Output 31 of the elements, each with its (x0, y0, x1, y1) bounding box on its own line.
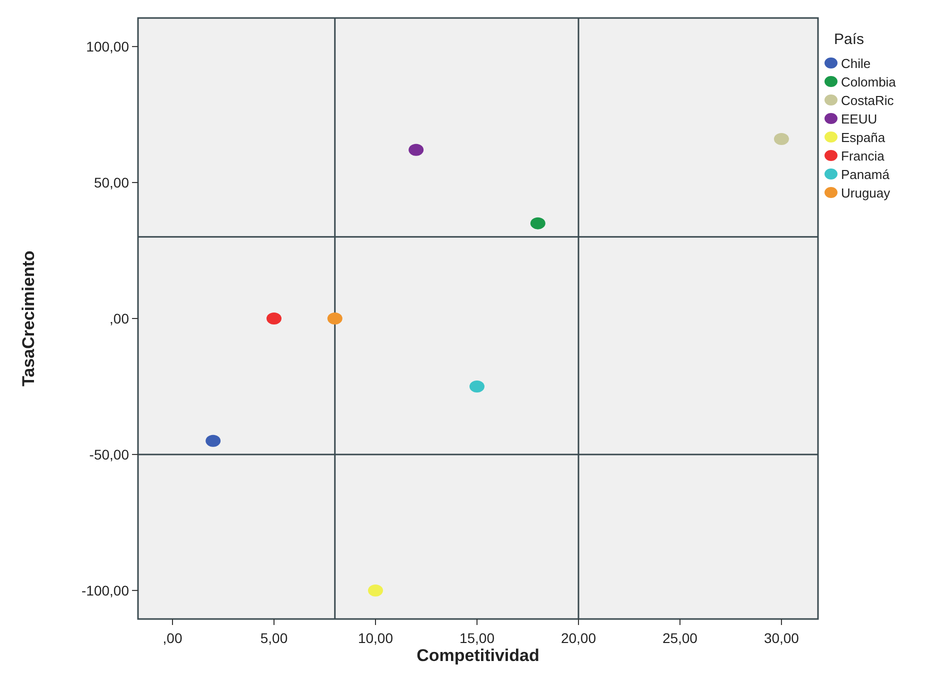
legend-label: EEUU (841, 112, 878, 126)
legend-title: País (834, 31, 864, 48)
legend-label: Francia (841, 148, 886, 164)
x-tick-label: 20,00 (560, 630, 596, 646)
point (408, 144, 424, 156)
y-tick-label: -50,00 (89, 446, 130, 462)
x-tick-label: 25,00 (662, 630, 698, 646)
legend-label: Colombia (841, 74, 897, 90)
x-tick-label: ,00 (162, 630, 182, 646)
point (530, 217, 546, 230)
y-tick-label: -100,00 (82, 582, 130, 598)
y-axis-title: TasaCrecimiento (19, 250, 38, 386)
point (368, 584, 383, 596)
point (327, 312, 342, 324)
legend-label: CostaRic (841, 93, 894, 108)
x-tick-label: 15,00 (459, 630, 495, 646)
y-tick-label: ,00 (110, 310, 130, 326)
x-tick-label: 5,00 (260, 630, 288, 646)
legend-label: Uruguay (841, 186, 891, 200)
point (266, 312, 282, 324)
point (469, 380, 484, 392)
point (774, 133, 789, 146)
legend-label: Chile (841, 56, 871, 71)
y-tick-label: 50,00 (94, 174, 130, 191)
point (206, 434, 221, 447)
x-axis-title: Competitividad (416, 646, 540, 665)
legend-label: España (841, 130, 886, 145)
x-tick-label: 30,00 (764, 630, 800, 646)
y-tick-label: 100,00 (86, 38, 130, 55)
x-tick-label: 10,00 (358, 630, 394, 646)
legend-label: Panamá (841, 167, 890, 182)
